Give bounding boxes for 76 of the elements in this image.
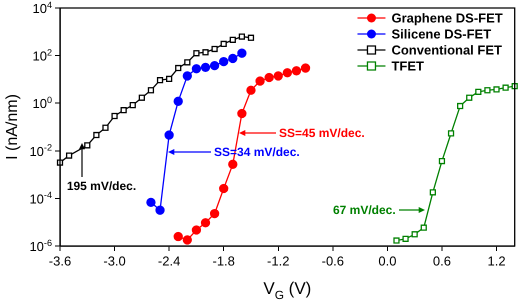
annotation: SS=45 mV/dec. <box>279 126 365 140</box>
point <box>220 40 227 48</box>
point <box>93 132 100 138</box>
point <box>237 48 247 58</box>
legend-label: TFET <box>391 58 424 74</box>
point <box>175 64 182 72</box>
point <box>164 130 174 140</box>
x-tick-label: -1.8 <box>212 253 235 268</box>
point <box>237 108 247 118</box>
point <box>430 189 436 196</box>
point <box>219 56 228 66</box>
point <box>393 237 400 244</box>
x-tick-label: -3.0 <box>103 253 126 268</box>
annotation: 67 mV/dec. <box>332 203 396 218</box>
point <box>174 96 183 106</box>
point <box>282 68 292 78</box>
point <box>466 94 472 101</box>
point <box>238 33 246 40</box>
point <box>120 107 127 114</box>
point <box>192 64 202 74</box>
point <box>184 59 190 66</box>
point <box>210 60 220 70</box>
point <box>211 46 218 52</box>
x-tick-label: -0.6 <box>322 253 344 268</box>
point <box>248 34 254 41</box>
point <box>255 76 265 86</box>
point <box>192 225 202 235</box>
annotation: 195 mV/dec. <box>66 179 136 194</box>
point <box>230 36 236 43</box>
x-tick-label: -1.2 <box>267 253 290 268</box>
point <box>166 76 172 82</box>
point <box>155 206 165 215</box>
point <box>438 158 446 164</box>
point <box>200 62 210 72</box>
point <box>448 130 454 136</box>
point <box>300 63 310 73</box>
point <box>200 218 210 228</box>
point <box>264 72 274 82</box>
point <box>246 86 256 95</box>
legend-label: Graphene DS-FET <box>391 10 503 26</box>
x-tick-label: -2.4 <box>158 253 180 268</box>
point <box>292 66 302 76</box>
point <box>457 102 464 110</box>
point <box>202 49 209 56</box>
point <box>146 198 156 208</box>
point <box>148 87 154 94</box>
point <box>228 54 238 64</box>
point <box>274 71 283 81</box>
y-axis-title: I (nA/nm) <box>4 94 21 160</box>
point <box>420 224 427 231</box>
point <box>493 86 500 93</box>
point <box>66 152 72 159</box>
x-tick-label: 0.0 <box>378 253 396 268</box>
legend-label: Silicene DS-FET <box>391 26 492 42</box>
point <box>502 84 509 91</box>
point <box>210 208 220 218</box>
point <box>412 231 418 238</box>
point <box>130 102 136 108</box>
x-tick-label: -3.6 <box>48 253 72 268</box>
point <box>156 77 164 84</box>
point <box>219 184 228 194</box>
point <box>402 236 409 242</box>
point <box>84 142 90 148</box>
x-tick-label: 0.6 <box>432 253 451 268</box>
point <box>228 160 238 169</box>
point <box>111 112 118 120</box>
point <box>138 94 145 101</box>
x-tick-label: 1.2 <box>487 253 506 268</box>
point <box>484 87 491 94</box>
point <box>193 50 200 56</box>
legend-label: Conventional FET <box>391 42 502 58</box>
point <box>182 71 192 81</box>
point <box>102 124 109 131</box>
point <box>174 232 183 242</box>
point <box>475 88 482 95</box>
point <box>182 235 192 245</box>
